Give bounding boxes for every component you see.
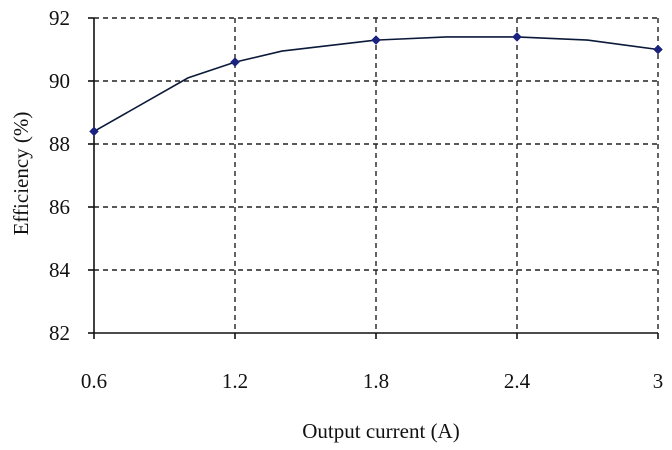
x-tick-label: 1.2 [222,369,248,393]
data-point-1 [230,57,240,67]
data-markers [89,32,663,137]
y-tick-label: 86 [49,195,70,219]
grid-lines [94,18,658,333]
y-tick-label: 92 [49,6,70,30]
plot-frame [88,17,659,339]
x-axis-title: Output current (A) [302,419,459,443]
x-tick-label: 3 [653,369,664,393]
data-point-2 [371,35,381,45]
y-tick-label: 90 [49,69,70,93]
data-point-3 [512,32,522,42]
x-tick-label: 1.8 [363,369,389,393]
x-tick-label: 0.6 [81,369,107,393]
data-point-0 [89,126,99,137]
data-point-4 [653,44,663,55]
y-tick-label: 88 [49,132,70,156]
y-axis-title: Efficiency (%) [9,112,33,236]
y-tick-labels: 82 84 86 88 90 92 [49,6,71,345]
x-tick-labels: 0.6 1.2 1.8 2.4 3 [81,369,663,393]
x-tick-label: 2.4 [504,369,531,393]
y-tick-label: 84 [49,258,71,282]
y-tick-label: 82 [49,321,70,345]
